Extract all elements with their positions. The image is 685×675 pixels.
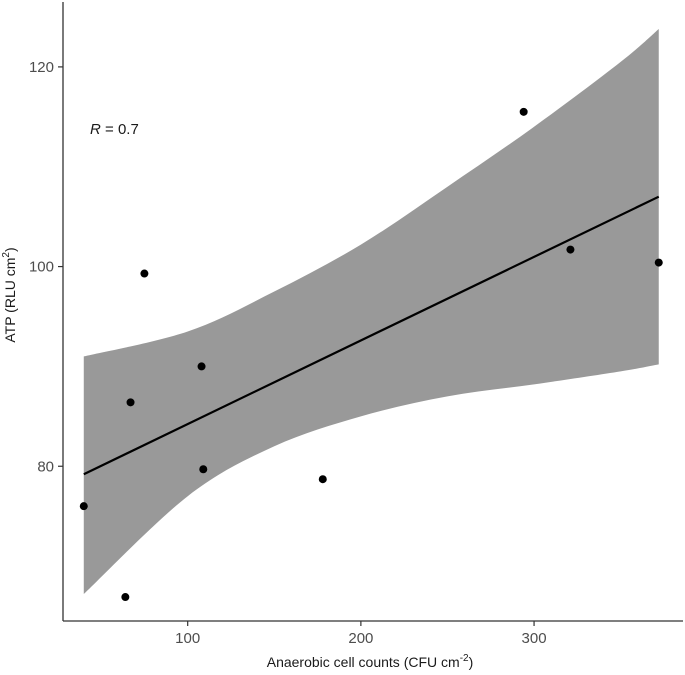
y-axis-title-tail: ) <box>2 247 18 252</box>
data-point <box>654 258 663 267</box>
y-tick-label: 100 <box>29 259 54 276</box>
fit-line-layer <box>83 195 660 476</box>
data-point <box>519 107 528 116</box>
confidence-band <box>83 28 659 595</box>
data-point <box>140 269 149 278</box>
data-point <box>197 362 206 371</box>
y-tick-label: 80 <box>37 458 54 475</box>
x-tick-label: 200 <box>348 630 373 647</box>
data-point <box>318 475 327 484</box>
data-point <box>566 245 575 254</box>
y-axis-title-main: ATP (RLU cm <box>2 258 18 343</box>
points-layer <box>79 107 663 602</box>
ticks-layer: 100 200 300 80 100 120 <box>29 59 547 647</box>
r-annotation: R = 0.7 <box>90 121 139 138</box>
x-axis-title: Anaerobic cell counts (CFU cm-2) <box>267 653 474 670</box>
data-point <box>126 398 135 407</box>
axes-layer <box>62 2 683 622</box>
x-tick-label: 100 <box>175 630 200 647</box>
r-annotation-symbol: R <box>90 121 101 138</box>
confidence-band-layer <box>83 28 659 595</box>
x-tick-label: 300 <box>522 630 547 647</box>
regression-line <box>83 195 660 476</box>
data-point <box>79 502 88 511</box>
y-axis-title-sup: 2 <box>1 252 12 258</box>
x-axis-title-sup: -2 <box>460 653 469 664</box>
y-tick-label: 120 <box>29 59 54 76</box>
data-point <box>199 465 208 474</box>
x-axis-title-tail: ) <box>469 654 474 670</box>
y-axis-title: ATP (RLU cm2) <box>1 247 18 342</box>
x-axis-title-main: Anaerobic cell counts (CFU cm <box>267 654 460 670</box>
data-point <box>121 593 130 602</box>
r-annotation-value: = 0.7 <box>101 121 139 138</box>
